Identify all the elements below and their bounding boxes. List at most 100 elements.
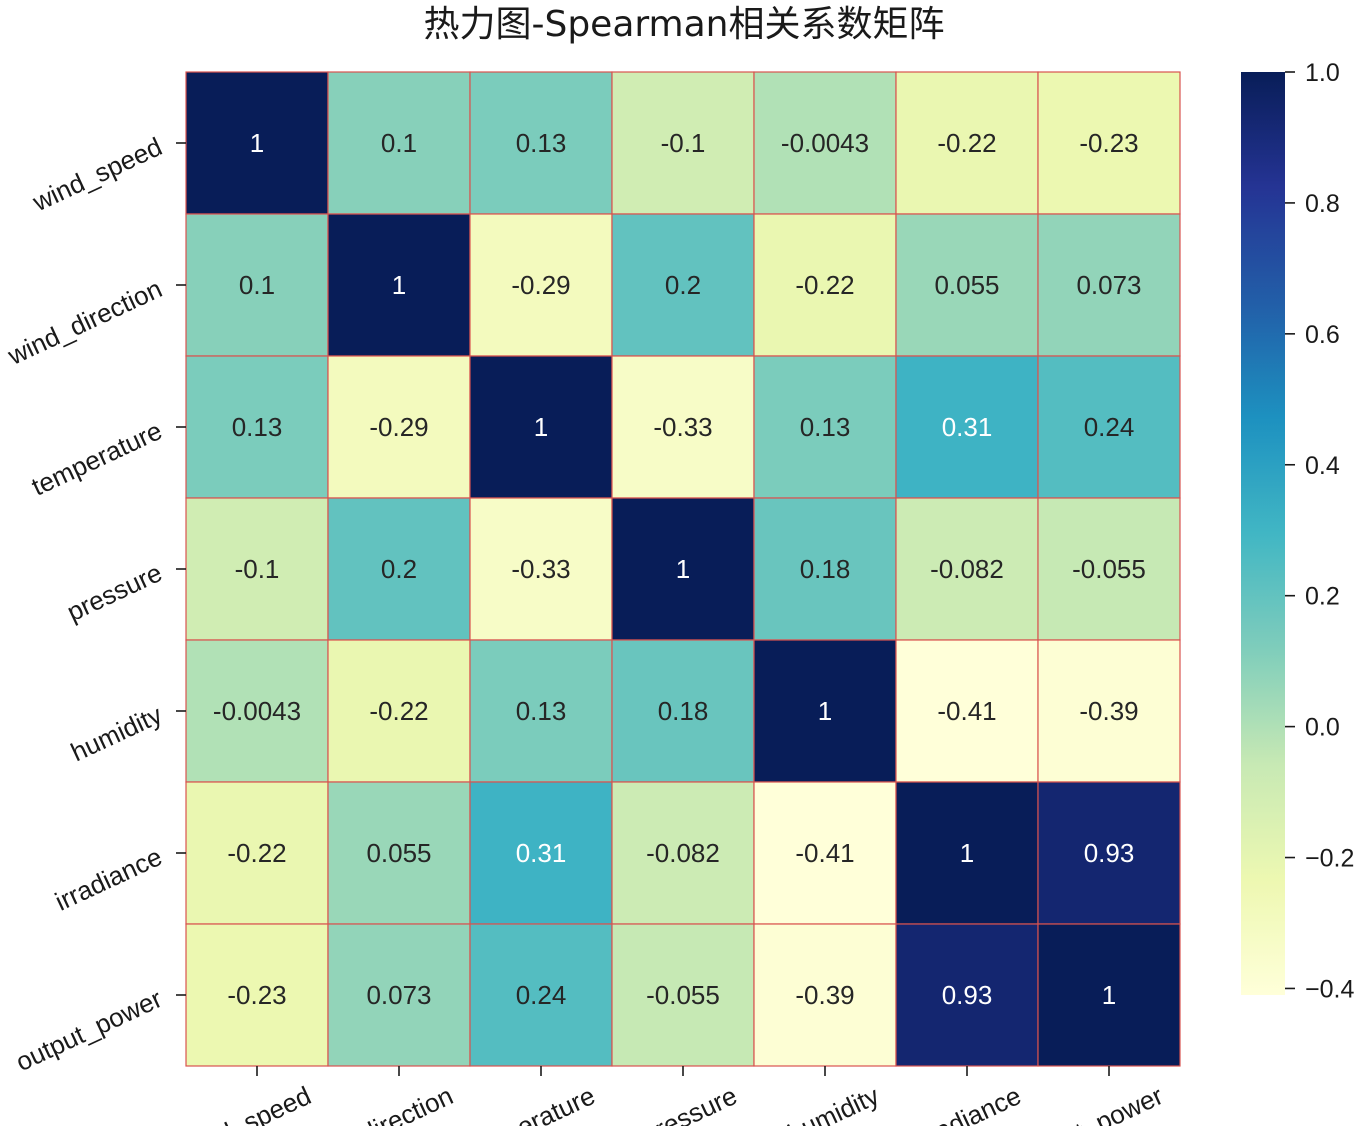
colorbar-tick-label: 0.4 bbox=[1305, 452, 1340, 480]
cell-value-label: -0.23 bbox=[227, 980, 286, 1010]
cell-value-label: 0.93 bbox=[1084, 838, 1135, 868]
cell-value-label: 1 bbox=[534, 412, 548, 442]
cell-value-label: 1 bbox=[1102, 980, 1116, 1010]
y-tick-label: irradiance bbox=[50, 841, 166, 916]
heatmap-cell-temperature-wind_speed bbox=[185, 355, 329, 499]
colorbar-tick-label: 0.6 bbox=[1305, 321, 1340, 349]
heatmap-cell-irradiance-pressure bbox=[611, 781, 755, 925]
y-tick-label: humidity bbox=[66, 699, 166, 767]
y-tick-label: wind_direction bbox=[2, 273, 166, 371]
heatmap-cell-wind_direction-temperature bbox=[469, 213, 613, 357]
heatmap-cell-wind_speed-temperature bbox=[469, 71, 613, 215]
cell-value-label: 1 bbox=[250, 128, 264, 158]
heatmap-cell-wind_speed-irradiance bbox=[895, 71, 1039, 215]
heatmap-cell-pressure-wind_direction bbox=[327, 497, 471, 641]
cell-value-label: -0.1 bbox=[661, 128, 706, 158]
cell-value-label: 0.055 bbox=[934, 270, 999, 300]
colorbar-tick-label: 0.2 bbox=[1305, 583, 1340, 611]
y-axis: wind_speed wind_direction temperature press… bbox=[2, 131, 186, 1077]
colorbar-tick-label: 1.0 bbox=[1305, 59, 1340, 87]
cell-value-label: 0.24 bbox=[1084, 412, 1135, 442]
cell-value-label: -0.082 bbox=[930, 554, 1004, 584]
cell-value-label: 0.13 bbox=[516, 128, 567, 158]
cell-value-label: 0.13 bbox=[232, 412, 283, 442]
colorbar: 1.0 0.8 0.6 0.4 0.2 0.0 −0.2 −0.4 bbox=[1241, 59, 1354, 1003]
heatmap-cell-wind_speed-wind_direction bbox=[327, 71, 471, 215]
cell-value-label: -0.39 bbox=[1079, 696, 1138, 726]
heatmap-cell-temperature-irradiance bbox=[895, 355, 1039, 499]
heatmap-cell-irradiance-wind_direction bbox=[327, 781, 471, 925]
heatmap-cell-pressure-wind_speed bbox=[185, 497, 329, 641]
heatmap-cell-wind_speed-wind_speed bbox=[185, 71, 329, 215]
heatmap-cell-temperature-pressure bbox=[611, 355, 755, 499]
cell-value-label: -0.055 bbox=[646, 980, 720, 1010]
heatmap-cell-wind_direction-output_power bbox=[1037, 213, 1181, 357]
cell-value-label: 0.055 bbox=[366, 838, 431, 868]
heatmap-cell-output_power-output_power bbox=[1037, 923, 1181, 1067]
cell-value-label: 0.1 bbox=[239, 270, 275, 300]
y-tick-label: output_power bbox=[11, 983, 167, 1077]
cell-value-label: -0.055 bbox=[1072, 554, 1146, 584]
cell-value-label: -0.0043 bbox=[213, 696, 301, 726]
colorbar-tick-label: 0.0 bbox=[1305, 714, 1340, 742]
heatmap-cell-humidity-output_power bbox=[1037, 639, 1181, 783]
cell-value-label: -0.22 bbox=[227, 838, 286, 868]
heatmap-cell-wind_direction-wind_speed bbox=[185, 213, 329, 357]
heatmap-cell-temperature-output_power bbox=[1037, 355, 1181, 499]
x-tick-label: wind_speed bbox=[176, 1080, 315, 1126]
cell-value-label: -0.22 bbox=[937, 128, 996, 158]
heatmap-cell-humidity-temperature bbox=[469, 639, 613, 783]
heatmap-cell-output_power-temperature bbox=[469, 923, 613, 1067]
heatmap-cell-output_power-wind_speed bbox=[185, 923, 329, 1067]
heatmap-cell-output_power-pressure bbox=[611, 923, 755, 1067]
heatmap-cell-pressure-pressure bbox=[611, 497, 755, 641]
heatmap-cell-wind_direction-irradiance bbox=[895, 213, 1039, 357]
heatmap-cell-irradiance-wind_speed bbox=[185, 781, 329, 925]
cell-value-label: -0.29 bbox=[511, 270, 570, 300]
chart-title: 热力图-Spearman相关系数矩阵 bbox=[423, 4, 944, 45]
heatmap-cell-pressure-output_power bbox=[1037, 497, 1181, 641]
x-tick-label: humidity bbox=[783, 1080, 883, 1126]
cell-value-label: 1 bbox=[392, 270, 406, 300]
colorbar-tick-label: 0.8 bbox=[1305, 190, 1340, 218]
cell-value-label: -0.0043 bbox=[781, 128, 869, 158]
heatmap-cell-labels: 1 0.1 0.13 -0.1 -0.0043 -0.22 -0.23 0.1 1 -0.29 0.… bbox=[213, 128, 1146, 1010]
heatmap-cell-wind_speed-pressure bbox=[611, 71, 755, 215]
cell-value-label: -0.23 bbox=[1079, 128, 1138, 158]
y-tick-label: wind_speed bbox=[27, 131, 166, 217]
cell-value-label: 0.31 bbox=[516, 838, 567, 868]
colorbar-tick-label: −0.4 bbox=[1305, 975, 1354, 1003]
heatmap-cell-wind_direction-humidity bbox=[753, 213, 897, 357]
y-tick-label: pressure bbox=[62, 557, 166, 627]
cell-value-label: -0.22 bbox=[795, 270, 854, 300]
y-tick-label: temperature bbox=[27, 415, 167, 501]
colorbar-gradient bbox=[1241, 72, 1285, 995]
cell-value-label: 0.2 bbox=[665, 270, 701, 300]
cell-value-label: 0.1 bbox=[381, 128, 417, 158]
heatmap-cell-temperature-temperature bbox=[469, 355, 613, 499]
heatmap-cell-output_power-irradiance bbox=[895, 923, 1039, 1067]
cell-value-label: 0.13 bbox=[800, 412, 851, 442]
heatmap-cell-temperature-humidity bbox=[753, 355, 897, 499]
cell-value-label: -0.41 bbox=[795, 838, 854, 868]
cell-value-label: 0.24 bbox=[516, 980, 567, 1010]
cell-value-label: 0.18 bbox=[800, 554, 851, 584]
cell-value-label: 0.31 bbox=[942, 412, 993, 442]
cell-value-label: 0.93 bbox=[942, 980, 993, 1010]
cell-value-label: 1 bbox=[960, 838, 974, 868]
heatmap-cell-temperature-wind_direction bbox=[327, 355, 471, 499]
cell-value-label: 0.13 bbox=[516, 696, 567, 726]
cell-value-label: 1 bbox=[676, 554, 690, 584]
cell-value-label: -0.33 bbox=[511, 554, 570, 584]
heatmap-cell-irradiance-temperature bbox=[469, 781, 613, 925]
heatmap-cell-irradiance-output_power bbox=[1037, 781, 1181, 925]
heatmap-cell-wind_speed-humidity bbox=[753, 71, 897, 215]
x-tick-label: irradiance bbox=[909, 1080, 1025, 1126]
heatmap-cell-pressure-irradiance bbox=[895, 497, 1039, 641]
cell-value-label: 0.18 bbox=[658, 696, 709, 726]
x-tick-label: output_power bbox=[1012, 1080, 1168, 1126]
cell-value-label: -0.29 bbox=[369, 412, 428, 442]
